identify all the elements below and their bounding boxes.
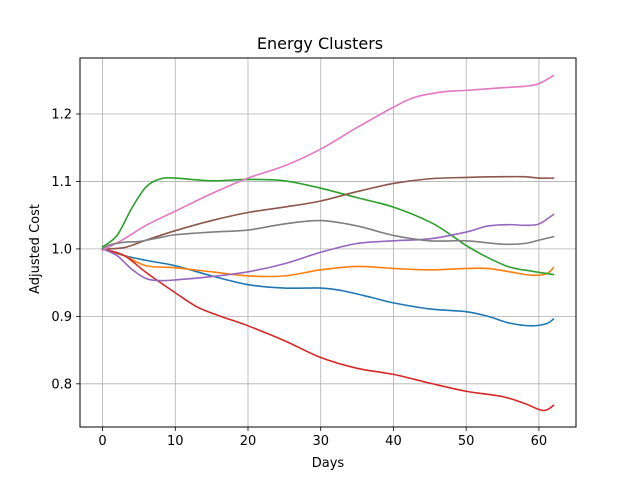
x-tick-label: 30 <box>312 434 329 449</box>
series-line-4 <box>101 247 555 412</box>
chart-title: Energy Clusters <box>257 34 383 53</box>
series-line-5 <box>101 213 555 282</box>
y-tick-label: 0.9 <box>51 310 72 325</box>
y-tick-label: 0.8 <box>51 377 72 392</box>
series-line-1 <box>101 247 555 327</box>
x-tick-label: 20 <box>240 434 257 449</box>
x-tick-label: 60 <box>531 434 548 449</box>
series-line-3 <box>101 176 555 276</box>
series-line-7 <box>101 74 555 252</box>
x-axis-label: Days <box>312 456 345 471</box>
y-tick-label: 1.0 <box>51 242 72 257</box>
grid-lines <box>80 58 576 427</box>
y-tick-label: 1.2 <box>51 107 72 122</box>
series-line-2 <box>101 247 555 278</box>
y-axis-label: Adjusted Cost <box>28 204 43 294</box>
series-group <box>101 74 555 412</box>
series-line-8 <box>101 219 555 250</box>
series-line-6 <box>101 175 555 250</box>
x-tick-label: 10 <box>167 434 184 449</box>
plot-frame <box>79 57 577 428</box>
y-tick-label: 1.1 <box>51 175 72 190</box>
x-tick-label: 40 <box>385 434 402 449</box>
x-tick-label: 0 <box>98 434 106 449</box>
axis-ticks: 0 10 20 30 40 50 60 0.8 0.9 1.0 1.1 1.2 <box>51 107 547 449</box>
x-tick-label: 50 <box>458 434 475 449</box>
